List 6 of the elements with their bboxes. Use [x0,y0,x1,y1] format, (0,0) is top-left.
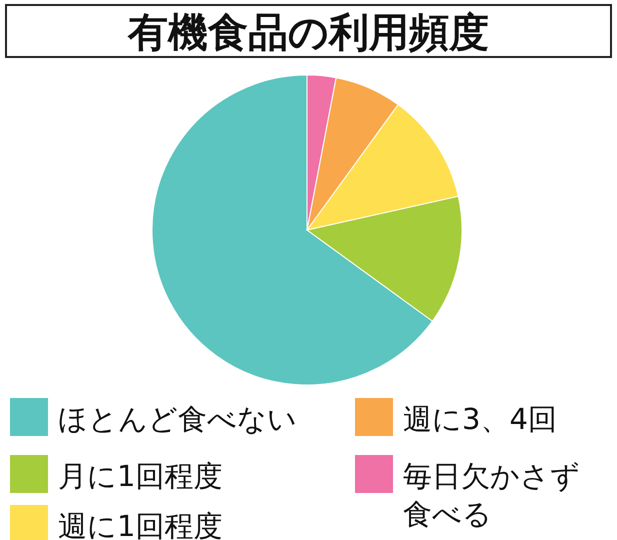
legend-label: 週に1回程度 [58,509,222,540]
chart-title: 有機食品の利用頻度 [127,10,489,56]
legend-label: 週に3、4回 [403,402,557,436]
legend-label: 月に1回程度 [58,459,222,493]
legend-label: 毎日欠かさず食べる [403,459,580,531]
legend-label: ほとんど食べない [58,402,297,436]
